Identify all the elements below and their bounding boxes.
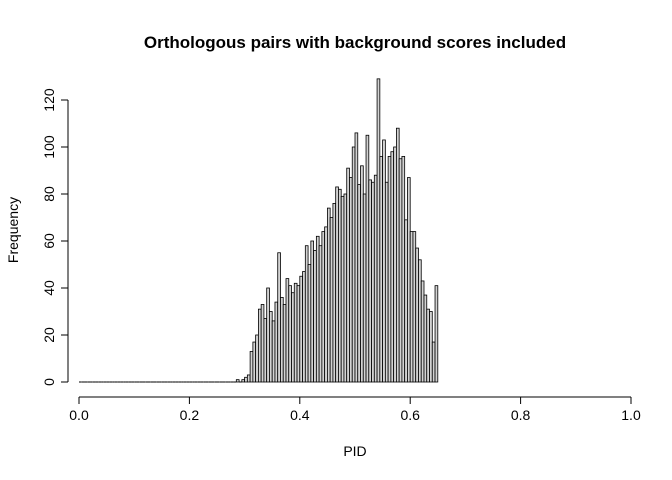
histogram-bar xyxy=(266,287,270,383)
histogram-bar xyxy=(299,275,303,383)
x-tick-label: 0.6 xyxy=(400,407,420,423)
histogram-bar xyxy=(269,311,273,383)
histogram-bar xyxy=(431,341,436,383)
histogram-bar xyxy=(241,379,245,383)
histogram-bar xyxy=(346,167,350,383)
histogram-bar xyxy=(409,231,414,383)
histogram-bar xyxy=(412,231,417,383)
histogram-bar xyxy=(343,193,348,383)
histogram-bar xyxy=(429,311,433,383)
bars-group xyxy=(79,78,439,383)
x-axis: 0.0 0.2 0.4 0.6 0.8 1.0 xyxy=(69,396,641,423)
histogram-bar xyxy=(307,264,312,383)
histogram-bar xyxy=(395,127,400,383)
histogram-bar xyxy=(310,240,314,383)
histogram-bar xyxy=(335,186,339,383)
histogram-bar xyxy=(285,278,290,383)
histogram-bar xyxy=(407,177,411,383)
histogram-bar xyxy=(255,334,259,383)
histogram-bar xyxy=(271,320,276,383)
chart-title: Orthologous pairs with background scores… xyxy=(144,33,566,52)
histogram-bar xyxy=(302,271,306,383)
histogram-bar xyxy=(318,245,323,383)
x-tick-label: 0.4 xyxy=(290,407,310,423)
histogram-bar xyxy=(293,282,298,383)
histogram-bar xyxy=(368,179,372,383)
histogram-bar xyxy=(296,285,301,383)
histogram-bar xyxy=(332,202,337,383)
histogram-bar xyxy=(338,188,342,383)
histogram-bar xyxy=(340,195,345,383)
histogram-bar xyxy=(280,296,284,383)
histogram-bar xyxy=(357,184,361,383)
histogram-bar xyxy=(362,193,367,383)
y-tick-label: 60 xyxy=(41,233,57,249)
histogram-bar xyxy=(349,177,353,383)
histogram-bar xyxy=(418,259,422,383)
histogram-bar xyxy=(329,217,334,383)
histogram-bar xyxy=(373,174,378,383)
histogram-bar xyxy=(404,219,408,383)
histogram-bar xyxy=(324,226,328,383)
y-tick-label: 20 xyxy=(41,327,57,343)
histogram-bar xyxy=(401,155,406,383)
histogram-bar xyxy=(282,304,287,383)
x-tick-label: 0.2 xyxy=(180,407,200,423)
histogram-bar xyxy=(420,280,425,383)
histogram-bar xyxy=(235,379,240,383)
histogram-bar xyxy=(277,252,281,383)
y-tick-label: 80 xyxy=(41,186,57,202)
histogram-bar xyxy=(263,318,268,383)
histogram-bar xyxy=(426,308,430,383)
x-axis-label: PID xyxy=(343,443,366,459)
histogram-bar xyxy=(390,151,395,383)
histogram-bar xyxy=(313,249,317,383)
histogram-bar xyxy=(249,351,254,383)
y-axis-label: Frequency xyxy=(5,197,21,263)
histogram-bar xyxy=(321,231,326,383)
histogram-bar xyxy=(360,165,364,383)
histogram-bar xyxy=(379,155,383,383)
y-tick-label: 120 xyxy=(41,88,57,112)
histogram-bar xyxy=(326,207,331,383)
histogram-bar xyxy=(257,308,262,383)
histogram-bar xyxy=(415,247,419,383)
histogram-bar xyxy=(274,301,279,383)
histogram-bar xyxy=(371,181,375,383)
y-tick-label: 40 xyxy=(41,280,57,296)
histogram-bar xyxy=(398,158,403,383)
histogram-bar xyxy=(246,374,251,383)
histogram-bar xyxy=(291,292,295,383)
histogram-bar xyxy=(393,146,397,383)
histogram-bar xyxy=(354,132,359,383)
histogram-bar xyxy=(252,341,257,383)
histogram-bar xyxy=(384,181,389,383)
histogram-bar xyxy=(387,155,392,383)
y-tick-label: 0 xyxy=(41,378,57,386)
x-tick-label: 0.8 xyxy=(511,407,531,423)
histogram-bar xyxy=(288,285,292,383)
histogram-bar xyxy=(376,78,381,383)
x-tick-label: 0.0 xyxy=(69,407,89,423)
histogram-bar xyxy=(304,245,309,383)
y-axis: 0 20 40 60 80 100 120 xyxy=(41,88,69,386)
histogram-bar xyxy=(434,285,439,383)
histogram-bar xyxy=(423,294,428,383)
histogram-bar xyxy=(244,376,248,383)
histogram-bar xyxy=(315,235,320,383)
x-tick-label: 1.0 xyxy=(621,407,641,423)
y-tick-label: 100 xyxy=(41,135,57,159)
histogram-bar xyxy=(365,134,370,383)
histogram-bar xyxy=(351,146,356,383)
histogram-bar xyxy=(260,304,265,383)
histogram-bar xyxy=(382,139,386,383)
